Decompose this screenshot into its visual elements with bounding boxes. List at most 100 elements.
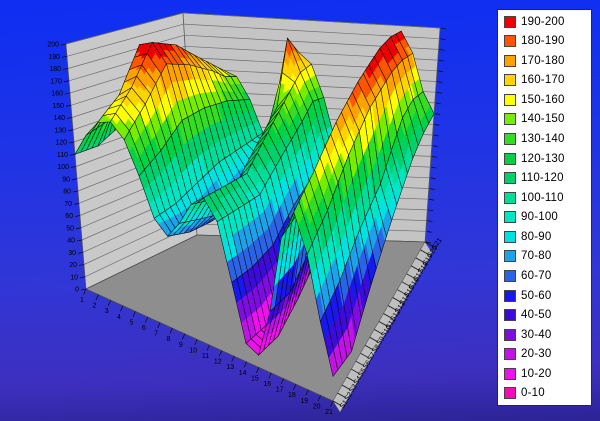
legend-label: 140-150 [521, 113, 565, 126]
svg-text:150: 150 [52, 103, 64, 110]
svg-text:90: 90 [62, 176, 70, 183]
legend-label: 0-10 [521, 387, 545, 400]
legend-label: 110-120 [521, 172, 564, 185]
svg-text:4: 4 [117, 314, 121, 321]
legend-label: 80-90 [521, 230, 552, 243]
svg-text:S21: S21 [431, 237, 444, 251]
legend-label: 180-190 [521, 35, 565, 48]
legend-swatch [504, 309, 516, 322]
legend-label: 30-40 [521, 328, 552, 341]
svg-text:18: 18 [288, 392, 296, 399]
svg-text:19: 19 [300, 398, 308, 405]
legend-swatch [504, 152, 516, 165]
svg-text:3: 3 [105, 308, 109, 315]
legend-swatch [504, 289, 516, 302]
chart-legend: 190-200 180-190 170-180 160-170 150-160 140-1… [497, 9, 592, 406]
svg-text:S7: S7 [367, 351, 378, 362]
svg-text:14: 14 [239, 370, 247, 377]
legend-label: 50-60 [521, 289, 552, 302]
legend-label: 160-170 [521, 74, 565, 87]
svg-text:190: 190 [48, 54, 60, 61]
svg-text:11: 11 [202, 353, 209, 360]
svg-text:40: 40 [67, 238, 75, 245]
legend-swatch [504, 113, 516, 126]
legend-label: 120-130 [521, 152, 565, 165]
svg-text:200: 200 [47, 42, 59, 49]
legend-swatch [504, 387, 516, 400]
legend-label: 70-80 [521, 250, 552, 263]
legend-swatch [504, 348, 516, 361]
legend-swatch [504, 172, 516, 185]
svg-text:10: 10 [70, 274, 78, 281]
svg-text:0: 0 [75, 287, 79, 294]
legend-item[interactable]: 80-90 [504, 229, 589, 244]
legend-item[interactable]: 160-170 [504, 73, 589, 88]
legend-swatch [504, 132, 516, 145]
legend-label: 10-20 [521, 367, 552, 380]
svg-text:140: 140 [53, 115, 65, 122]
svg-text:1: 1 [80, 297, 84, 304]
svg-text:S9: S9 [376, 335, 387, 346]
svg-text:12: 12 [214, 359, 222, 366]
legend-swatch [504, 93, 516, 106]
legend-swatch [504, 54, 516, 67]
legend-item[interactable]: 190-200 [504, 14, 589, 29]
legend-label: 190-200 [521, 15, 565, 28]
svg-text:15: 15 [251, 375, 259, 382]
legend-item[interactable]: 110-120 [504, 171, 589, 186]
legend-item[interactable]: 10-20 [504, 366, 589, 381]
svg-text:60: 60 [65, 213, 73, 220]
legend-swatch [504, 250, 516, 263]
svg-text:20: 20 [69, 262, 77, 269]
legend-label: 20-30 [521, 348, 552, 361]
svg-text:S2: S2 [344, 391, 355, 402]
legend-item[interactable]: 100-110 [504, 190, 589, 205]
legend-swatch [504, 211, 516, 224]
legend-label: 130-140 [521, 132, 565, 145]
svg-text:80: 80 [63, 189, 71, 196]
svg-text:100: 100 [57, 164, 69, 171]
svg-text:10: 10 [189, 347, 197, 354]
svg-text:110: 110 [57, 152, 68, 159]
svg-text:170: 170 [50, 78, 62, 85]
legend-item[interactable]: 140-150 [504, 112, 589, 127]
legend-item[interactable]: 170-180 [504, 53, 589, 68]
legend-swatch [504, 35, 516, 48]
svg-text:9: 9 [179, 342, 183, 349]
legend-item[interactable]: 70-80 [504, 249, 589, 264]
legend-item[interactable]: 30-40 [504, 327, 589, 342]
legend-swatch [504, 270, 516, 283]
legend-label: 90-100 [521, 211, 559, 224]
legend-item[interactable]: 90-100 [504, 210, 589, 225]
legend-item[interactable]: 50-60 [504, 288, 589, 303]
svg-text:5: 5 [129, 319, 133, 326]
svg-text:S4: S4 [353, 375, 364, 386]
legend-item[interactable]: 180-190 [504, 34, 589, 49]
legend-item[interactable]: 150-160 [504, 92, 589, 107]
legend-item[interactable]: 120-130 [504, 151, 589, 166]
svg-text:17: 17 [276, 387, 284, 394]
legend-item[interactable]: 40-50 [504, 308, 589, 323]
svg-text:8: 8 [166, 336, 170, 343]
svg-text:S3: S3 [348, 383, 359, 394]
svg-text:20: 20 [313, 403, 321, 410]
svg-text:70: 70 [64, 201, 72, 208]
legend-item[interactable]: 0-10 [504, 386, 589, 401]
svg-text:160: 160 [51, 91, 63, 98]
legend-item[interactable]: 130-140 [504, 131, 589, 146]
legend-swatch [504, 328, 516, 341]
svg-text:S6: S6 [362, 359, 373, 370]
legend-swatch [504, 74, 516, 87]
legend-label: 170-180 [521, 54, 565, 67]
svg-text:120: 120 [55, 140, 67, 147]
legend-label: 60-70 [521, 270, 552, 283]
legend-item[interactable]: 20-30 [504, 347, 589, 362]
legend-item[interactable]: 60-70 [504, 269, 589, 284]
legend-label: 40-50 [521, 309, 552, 322]
svg-text:50: 50 [66, 225, 74, 232]
svg-text:30: 30 [68, 250, 76, 257]
svg-text:7: 7 [154, 331, 158, 338]
legend-label: 100-110 [521, 191, 564, 204]
